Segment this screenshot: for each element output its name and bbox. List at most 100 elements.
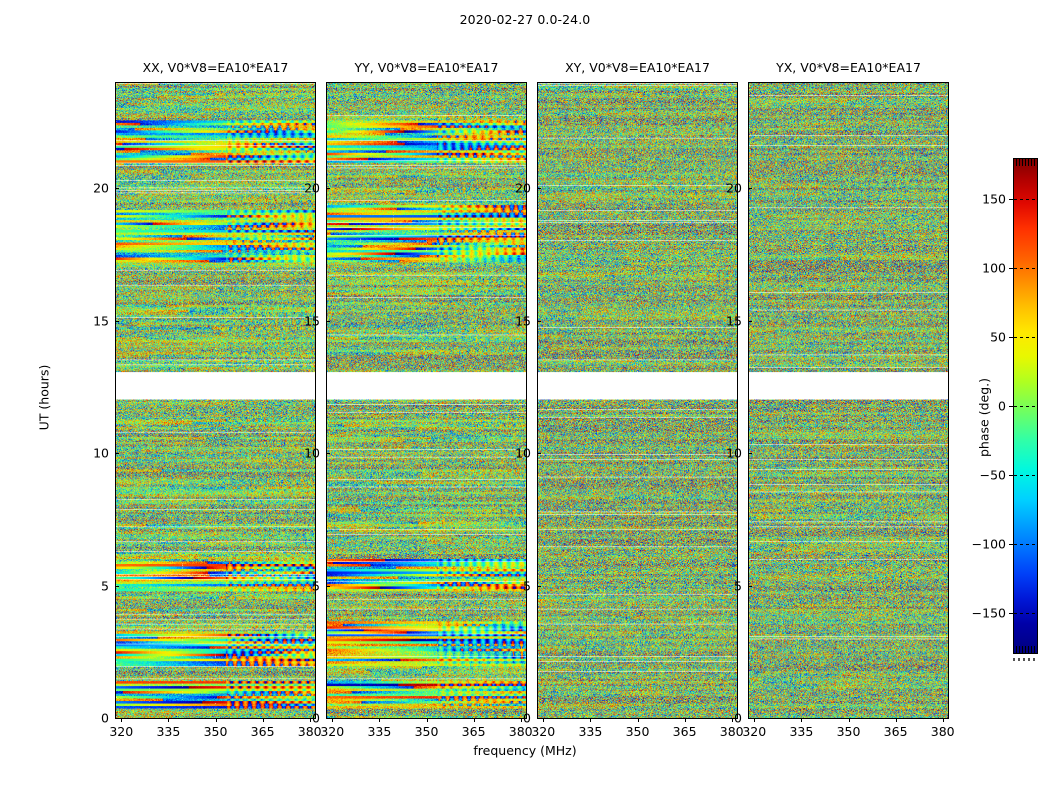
x-tick-label: 365	[672, 724, 697, 739]
colorbar-tick-dash	[1014, 199, 1037, 201]
y-tick-label: 15	[726, 313, 742, 328]
x-tick-mark	[684, 718, 686, 722]
y-tick-label: 0	[734, 710, 742, 726]
x-tick-label: 350	[625, 724, 650, 739]
colorbar-tick-mark	[1009, 612, 1013, 614]
waterfall-panel-yx[interactable]	[748, 82, 949, 719]
y-tick-label: 0	[101, 710, 109, 726]
figure-suptitle: 2020-02-27 0.0-24.0	[459, 12, 591, 27]
x-tick-label: 365	[883, 724, 908, 739]
colorbar-tick-dash	[1014, 337, 1037, 339]
waterfall-image-xy	[538, 83, 737, 718]
colorbar-tick-mark	[1009, 543, 1013, 545]
y-tick-mark	[537, 453, 541, 454]
colorbar-tick-dash	[1014, 474, 1037, 476]
colorbar-tick-label: −150	[971, 605, 1006, 621]
y-tick-label: 15	[93, 313, 109, 328]
waterfall-image-yx	[749, 83, 948, 718]
y-tick-mark	[748, 453, 752, 454]
colorbar-tick-mark	[1009, 406, 1013, 407]
x-tick-label: 335	[578, 724, 603, 739]
colorbar-under-marker	[1013, 658, 1038, 661]
x-tick-mark	[121, 718, 123, 722]
colorbar-tick-mark	[1009, 337, 1013, 339]
x-tick-label: 365	[461, 724, 486, 739]
x-tick-mark	[590, 718, 592, 722]
x-tick-mark	[379, 718, 381, 722]
colorbar-tick-dash	[1014, 612, 1037, 614]
y-tick-label: 10	[304, 445, 320, 461]
y-tick-mark	[326, 188, 330, 189]
x-tick-label: 365	[250, 724, 275, 739]
y-tick-mark	[748, 188, 752, 189]
x-tick-mark	[520, 718, 522, 722]
colorbar-tick-dash	[1014, 406, 1037, 407]
y-axis-label: UT (hours)	[36, 364, 52, 431]
x-tick-label: 320	[531, 724, 556, 739]
x-tick-mark	[942, 718, 944, 722]
x-tick-mark	[168, 718, 170, 722]
y-tick-mark	[748, 718, 752, 719]
colorbar-extend-bottom-hatch	[1014, 646, 1037, 653]
y-tick-mark	[748, 320, 752, 322]
y-tick-label: 20	[93, 180, 109, 196]
y-tick-label: 20	[726, 180, 742, 196]
y-tick-mark	[115, 585, 119, 587]
y-tick-label: 15	[515, 313, 531, 328]
y-tick-mark	[115, 718, 119, 719]
x-tick-mark	[848, 718, 850, 722]
waterfall-panel-xy[interactable]	[537, 82, 738, 719]
colorbar-tick-dash	[1014, 543, 1037, 545]
waterfall-image-yy	[327, 83, 526, 718]
x-tick-label: 335	[367, 724, 392, 739]
x-tick-label: 350	[836, 724, 861, 739]
y-tick-mark	[115, 188, 119, 189]
y-tick-mark	[326, 718, 330, 719]
x-tick-label: 380	[930, 724, 955, 739]
x-tick-label: 350	[414, 724, 439, 739]
y-tick-mark	[326, 585, 330, 587]
colorbar-tick-label: 150	[982, 191, 1006, 207]
y-tick-mark	[115, 453, 119, 454]
y-tick-mark	[537, 320, 541, 322]
waterfall-image-xx	[116, 83, 315, 718]
panel-title-yy: YY, V0*V8=EA10*EA17	[354, 60, 499, 75]
y-tick-label: 5	[101, 578, 109, 593]
x-tick-label: 335	[156, 724, 181, 739]
y-tick-label: 10	[93, 445, 109, 461]
colorbar-tick-label: −100	[971, 536, 1006, 552]
waterfall-panel-yy[interactable]	[326, 82, 527, 719]
x-tick-label: 380	[297, 724, 322, 739]
waterfall-panel-xx[interactable]	[115, 82, 316, 719]
colorbar-tick-label: −50	[979, 467, 1006, 483]
y-tick-mark	[537, 188, 541, 189]
y-tick-mark	[115, 320, 119, 322]
x-tick-mark	[637, 718, 639, 722]
x-tick-mark	[473, 718, 475, 722]
x-tick-mark	[543, 718, 545, 722]
y-tick-label: 5	[523, 578, 531, 593]
y-tick-mark	[537, 718, 541, 719]
x-tick-mark	[426, 718, 428, 722]
y-tick-label: 0	[523, 710, 531, 726]
y-tick-mark	[537, 585, 541, 587]
y-tick-label: 0	[312, 710, 320, 726]
y-tick-label: 15	[304, 313, 320, 328]
colorbar-tick-dash	[1014, 268, 1037, 270]
colorbar-tick-label: 0	[998, 398, 1006, 414]
y-tick-mark	[326, 320, 330, 322]
y-tick-label: 10	[726, 445, 742, 461]
x-tick-mark	[309, 718, 311, 722]
x-tick-label: 380	[508, 724, 533, 739]
y-tick-label: 20	[304, 180, 320, 196]
y-tick-label: 5	[312, 578, 320, 593]
x-tick-mark	[332, 718, 334, 722]
x-tick-mark	[215, 718, 217, 722]
x-tick-mark	[731, 718, 733, 722]
x-tick-label: 350	[203, 724, 228, 739]
x-tick-mark	[801, 718, 803, 722]
x-tick-mark	[754, 718, 756, 722]
x-axis-label: frequency (MHz)	[473, 743, 577, 758]
colorbar-tick-mark	[1009, 199, 1013, 201]
